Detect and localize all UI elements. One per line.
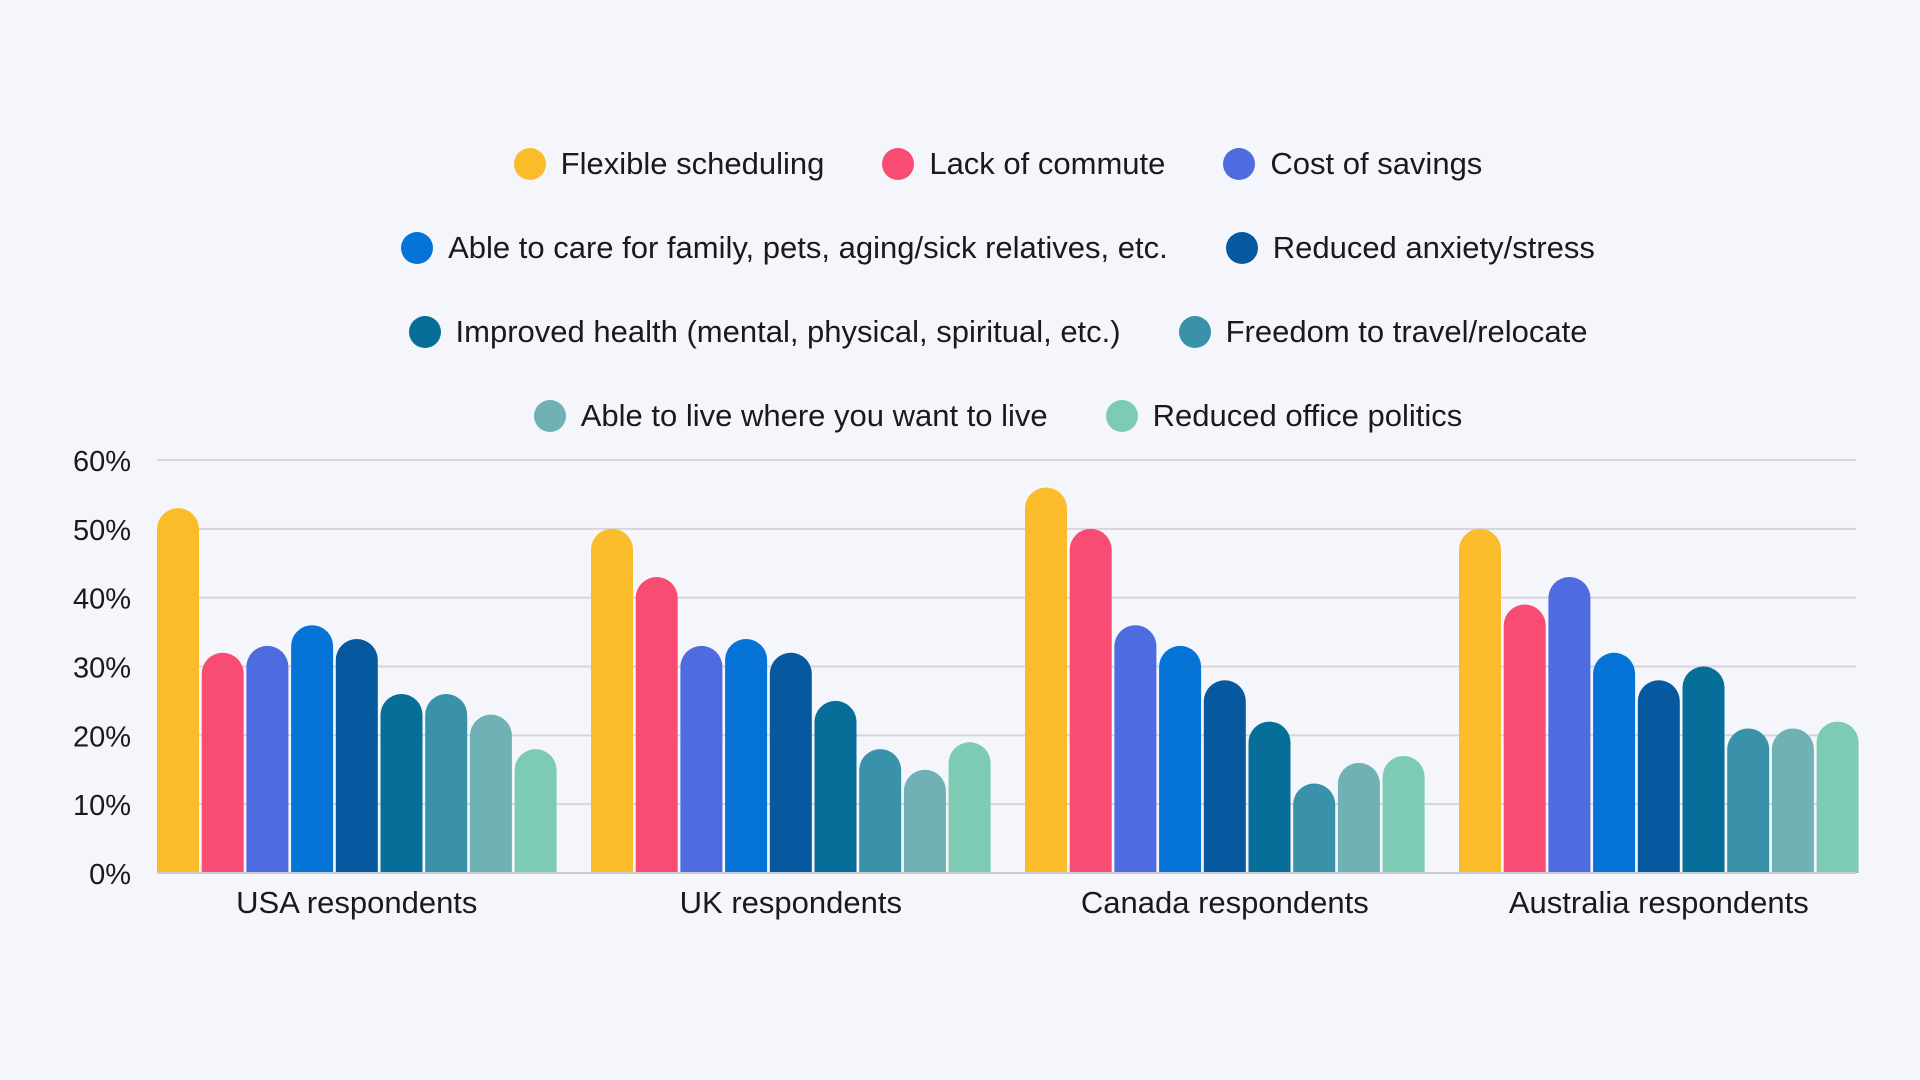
legend-dot-icon	[408, 316, 441, 348]
legend-dot-icon	[533, 400, 566, 432]
legend-label: Able to care for family, pets, aging/sic…	[448, 230, 1168, 265]
legend-item: Reduced office politics	[1105, 398, 1463, 434]
bar	[1114, 625, 1157, 873]
legend-dot-icon	[1223, 148, 1256, 180]
bar	[1203, 680, 1246, 873]
y-tick-label: 20%	[73, 721, 131, 753]
legend-dot-icon	[401, 232, 434, 264]
x-category-label: USA respondents	[236, 885, 477, 920]
bar	[1816, 721, 1859, 873]
bar	[514, 749, 557, 873]
bar	[1727, 728, 1770, 873]
legend-row: Flexible scheduling Lack of commute Cost o…	[38, 122, 1920, 206]
bar	[591, 528, 633, 873]
bar	[903, 769, 946, 873]
legend-row: Able to care for family, pets, aging/sic…	[38, 206, 1920, 290]
legend-item: Cost of savings	[1223, 146, 1482, 182]
legend-dot-icon	[1105, 400, 1138, 432]
legend-item: Able to care for family, pets, aging/sic…	[401, 230, 1168, 266]
legend-item: Flexible scheduling	[513, 146, 825, 182]
legend-label: Able to live where you want to live	[580, 398, 1048, 433]
bar	[291, 625, 334, 873]
bar	[246, 645, 289, 873]
legend-row: Able to live where you want to live Reduc…	[38, 374, 1920, 458]
bar	[1548, 577, 1591, 873]
bar	[201, 652, 244, 873]
y-tick-label: 0%	[89, 859, 131, 891]
bar	[1459, 528, 1501, 873]
x-category-label: Australia respondents	[1509, 885, 1809, 920]
y-tick-label: 30%	[73, 653, 131, 685]
bar	[680, 645, 723, 873]
bar	[1637, 680, 1680, 873]
bar	[469, 714, 512, 873]
legend-row: Improved health (mental, physical, spiri…	[38, 290, 1920, 374]
bar	[725, 638, 768, 873]
legend-label: Flexible scheduling	[560, 146, 825, 181]
bar	[769, 652, 812, 873]
bar	[1069, 528, 1112, 873]
y-tick-label: 60%	[73, 446, 131, 478]
legend-label: Reduced office politics	[1152, 398, 1463, 433]
bar	[635, 577, 678, 873]
y-tick-label: 10%	[73, 790, 131, 822]
bar	[1337, 762, 1380, 873]
bar	[1682, 666, 1725, 873]
legend-item: Freedom to travel/relocate	[1178, 314, 1588, 350]
bar	[948, 742, 991, 873]
legend-label: Freedom to travel/relocate	[1225, 314, 1588, 349]
bar	[1248, 721, 1291, 873]
y-tick-label: 50%	[73, 515, 131, 547]
legend-item: Able to live where you want to live	[533, 398, 1048, 434]
bar	[1503, 604, 1546, 873]
bar	[1771, 728, 1814, 873]
legend-dot-icon	[513, 148, 546, 180]
legend-label: Cost of savings	[1270, 146, 1483, 181]
legend-item: Reduced anxiety/stress	[1225, 230, 1595, 266]
bar	[425, 694, 468, 873]
legend-label: Reduced anxiety/stress	[1272, 230, 1595, 265]
bar	[1159, 645, 1202, 873]
bar	[335, 638, 378, 873]
legend-item: Improved health (mental, physical, spiri…	[408, 314, 1121, 350]
legend-item: Lack of commute	[882, 146, 1165, 182]
legend-label: Lack of commute	[929, 146, 1166, 181]
bar	[380, 694, 423, 873]
bar	[1593, 652, 1636, 873]
bar	[1025, 487, 1067, 873]
bar	[1293, 783, 1336, 873]
legend: Flexible scheduling Lack of commute Cost o…	[38, 122, 1920, 458]
bar	[157, 508, 199, 873]
x-category-label: UK respondents	[680, 885, 902, 920]
bar	[814, 700, 857, 873]
y-tick-label: 40%	[73, 584, 131, 616]
legend-dot-icon	[1225, 232, 1258, 264]
legend-dot-icon	[1178, 316, 1211, 348]
bar	[1382, 755, 1425, 873]
legend-dot-icon	[882, 148, 915, 180]
legend-label: Improved health (mental, physical, spiri…	[455, 314, 1121, 349]
bar	[859, 749, 902, 873]
x-category-label: Canada respondents	[1081, 885, 1369, 920]
